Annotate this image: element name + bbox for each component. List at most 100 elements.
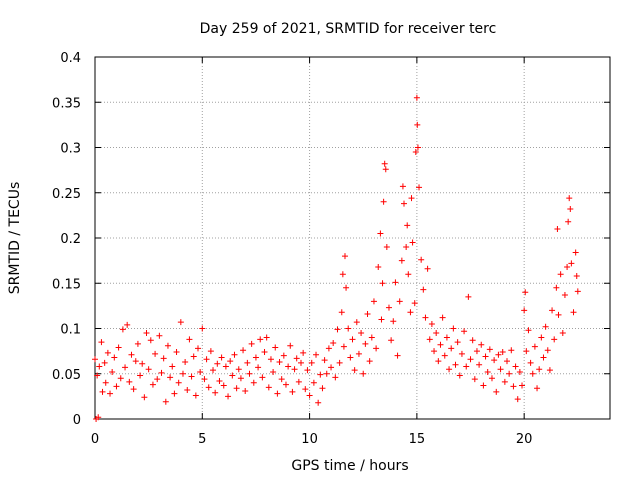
data-point	[130, 386, 137, 393]
data-point	[345, 325, 352, 332]
data-point	[478, 341, 485, 348]
data-point	[276, 358, 283, 365]
data-point	[544, 347, 551, 354]
data-point	[323, 370, 330, 377]
data-point	[441, 352, 448, 359]
data-point	[362, 340, 369, 347]
y-tick-label: 0.15	[52, 277, 81, 292]
data-point	[282, 381, 289, 388]
data-point	[413, 94, 420, 101]
data-point	[128, 351, 135, 358]
data-point	[433, 330, 440, 337]
data-point	[340, 343, 347, 350]
data-point	[521, 307, 528, 314]
data-point	[227, 358, 234, 365]
data-points	[92, 94, 581, 422]
data-point	[382, 166, 389, 173]
y-tick-label: 0	[73, 413, 81, 428]
data-point	[152, 350, 159, 357]
data-point	[220, 382, 227, 389]
data-point	[201, 376, 208, 383]
data-point	[572, 249, 579, 256]
data-point	[508, 347, 515, 354]
data-point	[454, 339, 461, 346]
data-point	[426, 336, 433, 343]
data-point	[551, 336, 558, 343]
x-tick-label: 0	[91, 432, 99, 447]
data-point	[504, 358, 510, 365]
data-point	[525, 327, 532, 334]
data-point	[491, 357, 498, 364]
data-point	[242, 387, 249, 394]
data-point	[467, 356, 474, 363]
x-tick-label: 5	[198, 432, 206, 447]
data-point	[412, 149, 419, 156]
data-point	[405, 271, 412, 278]
data-point	[555, 311, 562, 318]
data-point	[439, 314, 446, 321]
data-point	[497, 366, 504, 373]
data-point	[330, 339, 337, 346]
data-point	[482, 353, 489, 360]
data-point	[293, 355, 300, 362]
data-point	[113, 383, 120, 390]
data-point	[486, 346, 493, 353]
data-point	[378, 316, 385, 323]
data-point	[549, 307, 556, 314]
data-point	[300, 349, 307, 356]
data-point	[156, 332, 163, 339]
data-point	[246, 370, 253, 377]
data-point	[338, 309, 345, 316]
data-point	[399, 183, 406, 190]
data-point	[493, 388, 500, 395]
data-point	[107, 390, 114, 397]
data-point	[403, 244, 410, 251]
x-axis-label: GPS time / hours	[291, 458, 408, 474]
data-point	[401, 200, 407, 207]
data-point	[295, 378, 302, 385]
data-point	[540, 354, 547, 361]
data-point	[343, 284, 350, 291]
data-point	[538, 334, 545, 341]
data-point	[373, 345, 380, 352]
data-point	[388, 337, 395, 344]
data-point	[534, 385, 541, 392]
data-point	[304, 367, 311, 374]
data-point	[446, 366, 453, 373]
data-point	[465, 293, 472, 300]
data-point	[244, 359, 251, 366]
data-point	[392, 279, 399, 286]
data-point	[139, 360, 146, 367]
data-point	[160, 355, 167, 362]
data-point	[360, 370, 367, 377]
data-point	[546, 367, 553, 374]
data-point	[199, 325, 206, 332]
data-point	[104, 349, 111, 356]
data-point	[463, 363, 470, 370]
data-point	[94, 372, 101, 379]
data-point	[99, 388, 106, 395]
data-point	[265, 384, 272, 391]
data-point	[287, 342, 294, 349]
data-point	[450, 325, 457, 332]
data-point	[370, 298, 377, 305]
data-point	[519, 382, 526, 389]
data-point	[308, 359, 315, 366]
data-point	[285, 363, 292, 370]
data-point	[523, 348, 530, 355]
data-point	[506, 370, 513, 377]
x-ticks: 0 5 10 15 20	[91, 57, 532, 447]
data-point	[516, 368, 523, 375]
data-point	[302, 386, 309, 393]
data-point	[570, 309, 577, 316]
data-point	[366, 358, 373, 365]
data-point	[278, 376, 285, 383]
data-point	[225, 393, 232, 400]
data-point	[291, 366, 298, 373]
data-point	[557, 271, 564, 278]
chart-title: Day 259 of 2021, SRMTID for receiver ter…	[200, 21, 497, 37]
data-point	[380, 198, 387, 205]
data-point	[95, 414, 102, 421]
data-point	[416, 184, 423, 191]
data-point	[179, 370, 186, 377]
